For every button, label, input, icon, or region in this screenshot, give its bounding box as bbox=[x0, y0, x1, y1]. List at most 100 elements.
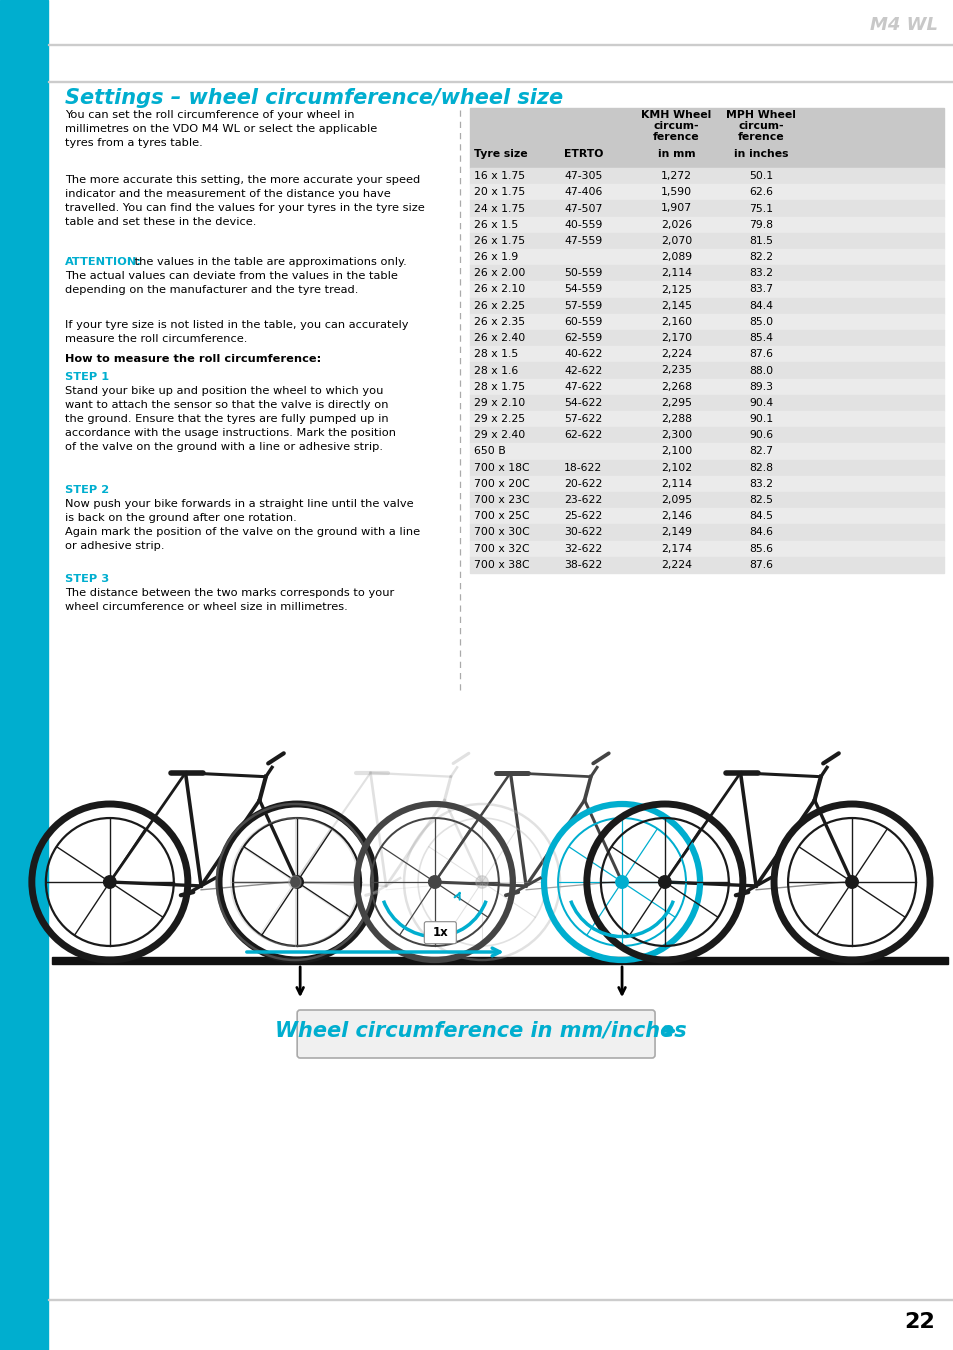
Bar bbox=[470, 443, 943, 459]
Text: 2,089: 2,089 bbox=[660, 252, 691, 262]
Text: 90.6: 90.6 bbox=[748, 431, 772, 440]
Bar bbox=[470, 362, 943, 378]
Text: 23-622: 23-622 bbox=[563, 495, 601, 505]
Text: 83.2: 83.2 bbox=[748, 269, 772, 278]
Text: 79.8: 79.8 bbox=[748, 220, 772, 230]
Text: 2,070: 2,070 bbox=[660, 236, 691, 246]
Text: 75.1: 75.1 bbox=[748, 204, 772, 213]
Text: the values in the table are approximations only.: the values in the table are approximatio… bbox=[131, 256, 406, 267]
Text: ference: ference bbox=[653, 132, 700, 142]
Bar bbox=[470, 265, 943, 281]
Text: STEP 2: STEP 2 bbox=[65, 485, 109, 495]
Bar bbox=[470, 216, 943, 232]
Text: 2,026: 2,026 bbox=[660, 220, 691, 230]
Text: 700 x 18C: 700 x 18C bbox=[474, 463, 529, 472]
Text: 47-559: 47-559 bbox=[563, 236, 601, 246]
Text: MPH Wheel: MPH Wheel bbox=[725, 109, 795, 120]
Bar bbox=[470, 232, 943, 248]
Text: 1,590: 1,590 bbox=[660, 188, 691, 197]
Text: 38-622: 38-622 bbox=[563, 560, 601, 570]
Circle shape bbox=[104, 876, 116, 888]
Text: 57-622: 57-622 bbox=[563, 414, 601, 424]
Text: 24 x 1.75: 24 x 1.75 bbox=[474, 204, 524, 213]
Text: 85.0: 85.0 bbox=[748, 317, 772, 327]
Text: 700 x 20C: 700 x 20C bbox=[474, 479, 529, 489]
Bar bbox=[52, 957, 947, 964]
Text: 28 x 1.6: 28 x 1.6 bbox=[474, 366, 517, 375]
Text: The actual values can deviate from the values in the table
depending on the manu: The actual values can deviate from the v… bbox=[65, 271, 397, 296]
Text: 2,288: 2,288 bbox=[660, 414, 691, 424]
Text: 700 x 32C: 700 x 32C bbox=[474, 544, 529, 554]
Text: 2,295: 2,295 bbox=[660, 398, 691, 408]
Text: 47-305: 47-305 bbox=[563, 171, 601, 181]
Text: 90.1: 90.1 bbox=[748, 414, 772, 424]
Text: 2,235: 2,235 bbox=[660, 366, 691, 375]
Text: 83.7: 83.7 bbox=[748, 285, 772, 294]
Text: 2,174: 2,174 bbox=[660, 544, 691, 554]
Text: 700 x 23C: 700 x 23C bbox=[474, 495, 529, 505]
Text: 50-559: 50-559 bbox=[563, 269, 601, 278]
Text: 28 x 1.75: 28 x 1.75 bbox=[474, 382, 524, 391]
Text: 85.4: 85.4 bbox=[748, 333, 772, 343]
Text: 28 x 1.5: 28 x 1.5 bbox=[474, 350, 517, 359]
Text: STEP 3: STEP 3 bbox=[65, 574, 110, 585]
Circle shape bbox=[289, 876, 301, 888]
Text: 26 x 2.10: 26 x 2.10 bbox=[474, 285, 525, 294]
Text: 1,272: 1,272 bbox=[660, 171, 691, 181]
Text: 82.5: 82.5 bbox=[748, 495, 772, 505]
Text: 650 B: 650 B bbox=[474, 447, 505, 456]
Circle shape bbox=[291, 876, 303, 888]
Text: 89.3: 89.3 bbox=[748, 382, 772, 391]
Text: 47-622: 47-622 bbox=[563, 382, 601, 391]
Bar bbox=[470, 200, 943, 216]
Bar bbox=[470, 184, 943, 200]
Text: 60-559: 60-559 bbox=[563, 317, 601, 327]
Bar bbox=[470, 556, 943, 572]
Bar bbox=[470, 248, 943, 265]
Text: Tyre size: Tyre size bbox=[474, 148, 527, 159]
Text: 25-622: 25-622 bbox=[563, 512, 601, 521]
Text: 62-559: 62-559 bbox=[563, 333, 601, 343]
Text: 2,125: 2,125 bbox=[660, 285, 691, 294]
Text: 84.5: 84.5 bbox=[748, 512, 772, 521]
Text: The more accurate this setting, the more accurate your speed
indicator and the m: The more accurate this setting, the more… bbox=[65, 176, 424, 227]
Text: ATTENTION:: ATTENTION: bbox=[65, 256, 142, 267]
Text: 2,300: 2,300 bbox=[660, 431, 691, 440]
Text: 32-622: 32-622 bbox=[563, 544, 601, 554]
Text: 40-559: 40-559 bbox=[563, 220, 601, 230]
Circle shape bbox=[658, 876, 670, 888]
Text: 26 x 1.5: 26 x 1.5 bbox=[474, 220, 517, 230]
Text: 2,170: 2,170 bbox=[660, 333, 691, 343]
Text: If your tyre size is not listed in the table, you can accurately
measure the rol: If your tyre size is not listed in the t… bbox=[65, 320, 408, 344]
Text: STEP 1: STEP 1 bbox=[65, 373, 109, 382]
Bar bbox=[470, 540, 943, 556]
Text: 2,114: 2,114 bbox=[660, 269, 691, 278]
Bar bbox=[0, 0, 48, 1350]
Text: 20 x 1.75: 20 x 1.75 bbox=[474, 188, 525, 197]
Text: 2,224: 2,224 bbox=[660, 350, 691, 359]
Circle shape bbox=[428, 876, 440, 888]
Text: 2,114: 2,114 bbox=[660, 479, 691, 489]
Text: 62.6: 62.6 bbox=[748, 188, 772, 197]
FancyBboxPatch shape bbox=[296, 1010, 655, 1058]
Bar bbox=[470, 508, 943, 524]
Text: in mm: in mm bbox=[657, 148, 695, 159]
Text: 22: 22 bbox=[903, 1312, 934, 1332]
Text: 47-507: 47-507 bbox=[563, 204, 601, 213]
Text: 1x: 1x bbox=[432, 926, 448, 940]
Text: circum-: circum- bbox=[653, 122, 699, 131]
Text: 29 x 2.10: 29 x 2.10 bbox=[474, 398, 525, 408]
Bar bbox=[470, 297, 943, 313]
Bar bbox=[470, 167, 943, 184]
Text: 2,146: 2,146 bbox=[660, 512, 691, 521]
Text: 87.6: 87.6 bbox=[748, 350, 772, 359]
Text: 62-622: 62-622 bbox=[563, 431, 601, 440]
Text: 90.4: 90.4 bbox=[748, 398, 772, 408]
Text: 26 x 2.40: 26 x 2.40 bbox=[474, 333, 525, 343]
Text: 2,149: 2,149 bbox=[660, 528, 691, 537]
Text: 26 x 2.25: 26 x 2.25 bbox=[474, 301, 524, 310]
Text: 57-559: 57-559 bbox=[563, 301, 601, 310]
Circle shape bbox=[845, 876, 858, 888]
Text: M4 WL: M4 WL bbox=[869, 16, 937, 34]
Text: 85.6: 85.6 bbox=[748, 544, 772, 554]
